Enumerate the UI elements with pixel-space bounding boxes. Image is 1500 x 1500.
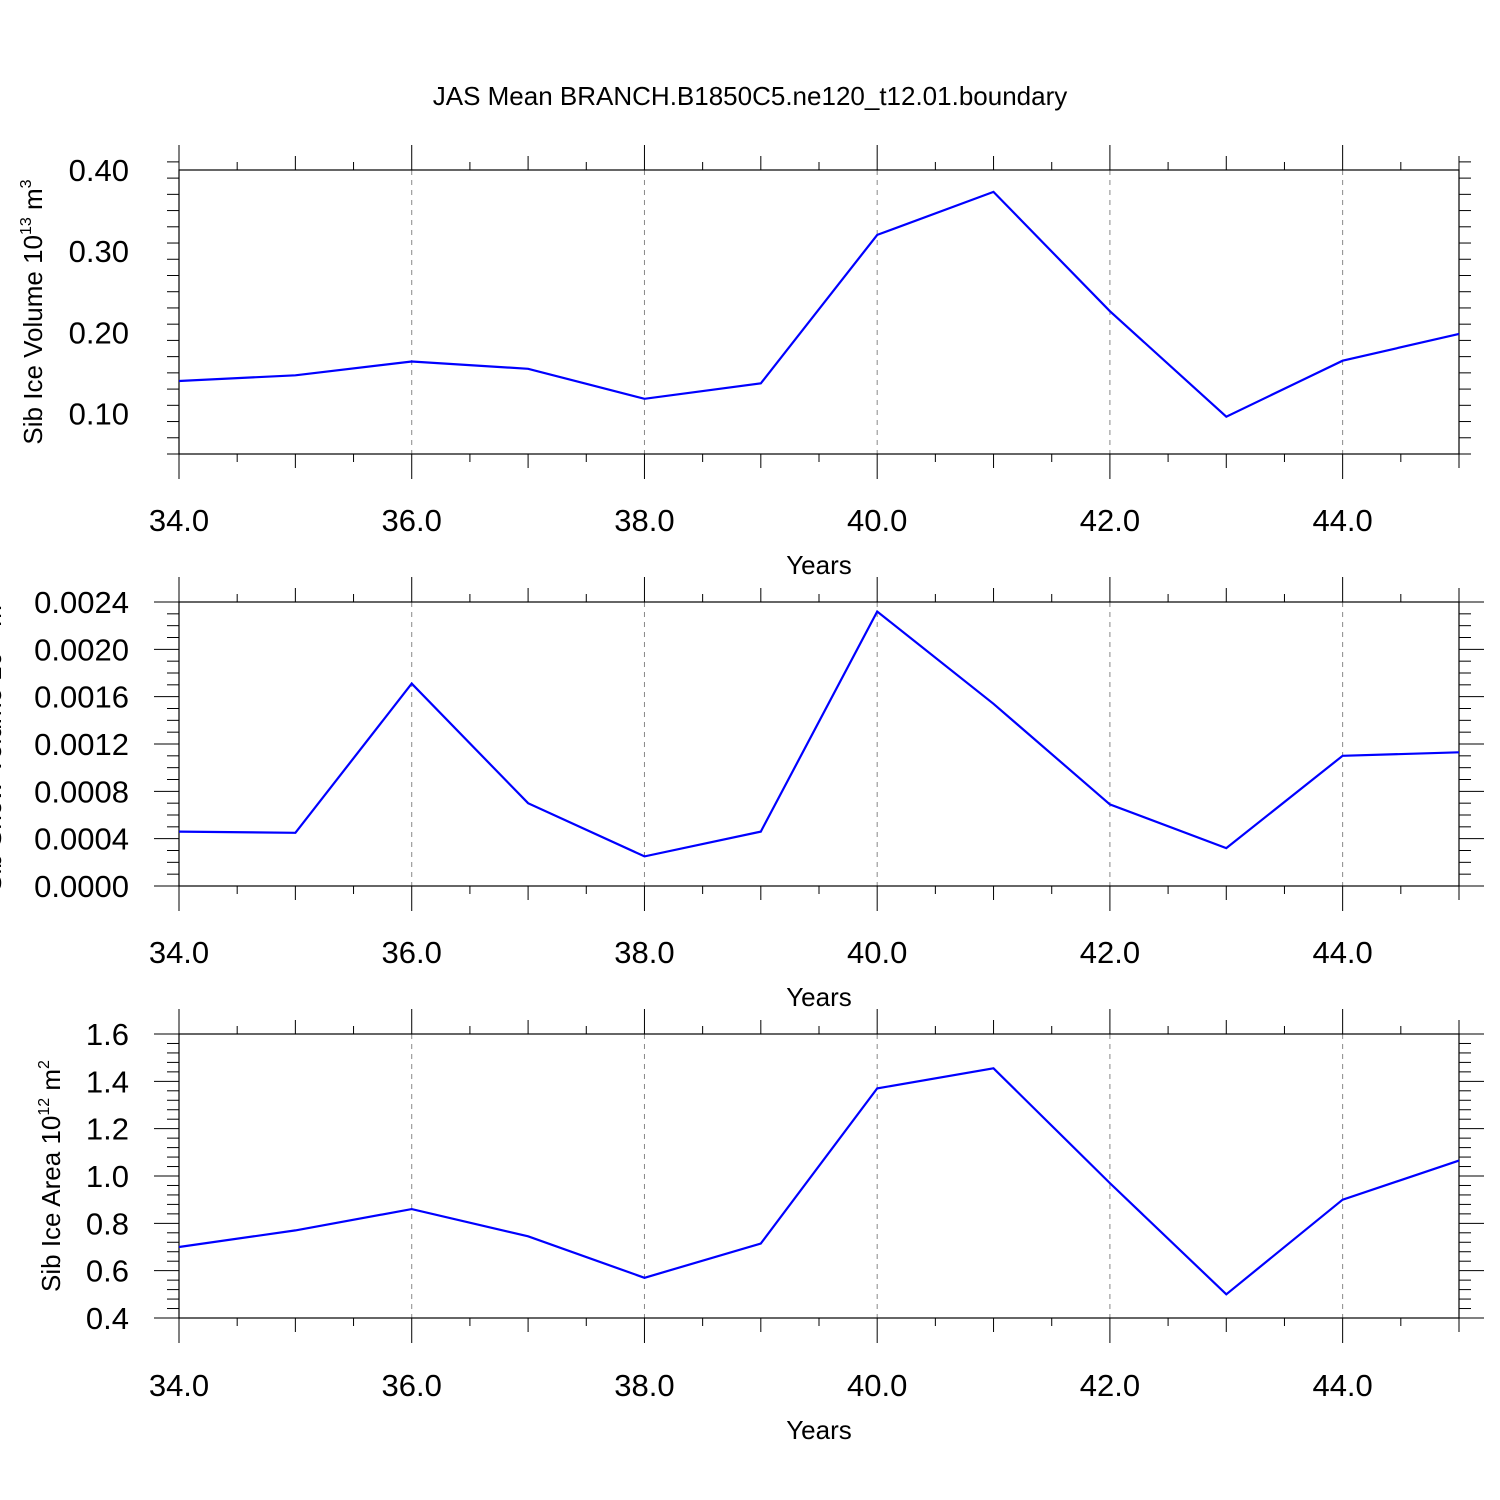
x-tick-label: 38.0 <box>614 503 674 538</box>
y-tick-label: 0.20 <box>69 315 129 350</box>
y-tick-label: 0.0012 <box>34 727 129 762</box>
x-tick-label: 36.0 <box>382 1368 442 1403</box>
x-tick-label: 38.0 <box>614 935 674 970</box>
y-tick-label: 0.6 <box>86 1254 129 1289</box>
y-tick-label: 0.10 <box>69 396 129 431</box>
y-tick-label: 1.2 <box>86 1112 129 1147</box>
x-tick-label: 44.0 <box>1312 1368 1372 1403</box>
x-tick-label: 42.0 <box>1080 935 1140 970</box>
plot-frame <box>178 169 1460 455</box>
x-tick-label: 40.0 <box>847 935 907 970</box>
x-axis-title: Years <box>786 550 852 580</box>
x-tick-label: 38.0 <box>614 1368 674 1403</box>
y-tick-label: 1.6 <box>86 1017 129 1052</box>
y-tick-label: 0.0000 <box>34 869 129 904</box>
y-tick-label: 0.0008 <box>34 774 129 809</box>
panel-snow-volume: 34.0 36.0 38.0 40.0 42.0 44.0 0.0000 0.0004 0.00… <box>0 577 1484 1012</box>
y-tick-label: 0.4 <box>86 1301 129 1336</box>
x-tick-label: 36.0 <box>382 935 442 970</box>
x-tick-label: 34.0 <box>149 1368 209 1403</box>
series-line-0 <box>178 1067 1460 1296</box>
panel-ice-volume: 34.0 36.0 38.0 40.0 42.0 44.0 0.10 0.20 0.30 0.40… <box>18 145 1471 580</box>
panel-ice-area: 34.0 36.0 38.0 40.0 42.0 44.0 0.4 0.6 0.8 1.0 1.2 1… <box>36 1009 1484 1445</box>
x-tick-label: 40.0 <box>847 503 907 538</box>
x-tick-label: 44.0 <box>1312 503 1372 538</box>
y-axis-title: Sib Snow Volume 1013 m3 <box>0 596 7 892</box>
x-tick-label: 42.0 <box>1080 1368 1140 1403</box>
x-tick-label: 44.0 <box>1312 935 1372 970</box>
x-tick-label: 40.0 <box>847 1368 907 1403</box>
plot-frame <box>178 601 1460 887</box>
x-axis-title: Years <box>786 1415 852 1445</box>
series-line-0 <box>178 190 1460 419</box>
y-axis-title: Sib Ice Area 1012 m2 <box>36 1060 66 1292</box>
series-line-0 <box>178 609 1460 858</box>
y-tick-label: 0.40 <box>69 153 129 188</box>
y-tick-label: 1.4 <box>86 1064 129 1099</box>
y-tick-label: 1.0 <box>86 1159 129 1194</box>
y-tick-label: 0.8 <box>86 1206 129 1241</box>
y-tick-label: 0.0020 <box>34 632 129 667</box>
plot-frame <box>178 1033 1460 1319</box>
x-axis-title: Years <box>786 982 852 1012</box>
chart-title: JAS Mean BRANCH.B1850C5.ne120_t12.01.bou… <box>433 81 1068 111</box>
y-tick-label: 0.30 <box>69 234 129 269</box>
y-tick-label: 0.0024 <box>34 585 129 620</box>
x-tick-label: 42.0 <box>1080 503 1140 538</box>
y-axis-title: Sib Ice Volume 1013 m3 <box>18 179 48 444</box>
y-tick-label: 0.0004 <box>34 822 129 857</box>
x-tick-label: 34.0 <box>149 503 209 538</box>
x-tick-label: 34.0 <box>149 935 209 970</box>
y-tick-label: 0.0016 <box>34 680 129 715</box>
x-tick-label: 36.0 <box>382 503 442 538</box>
